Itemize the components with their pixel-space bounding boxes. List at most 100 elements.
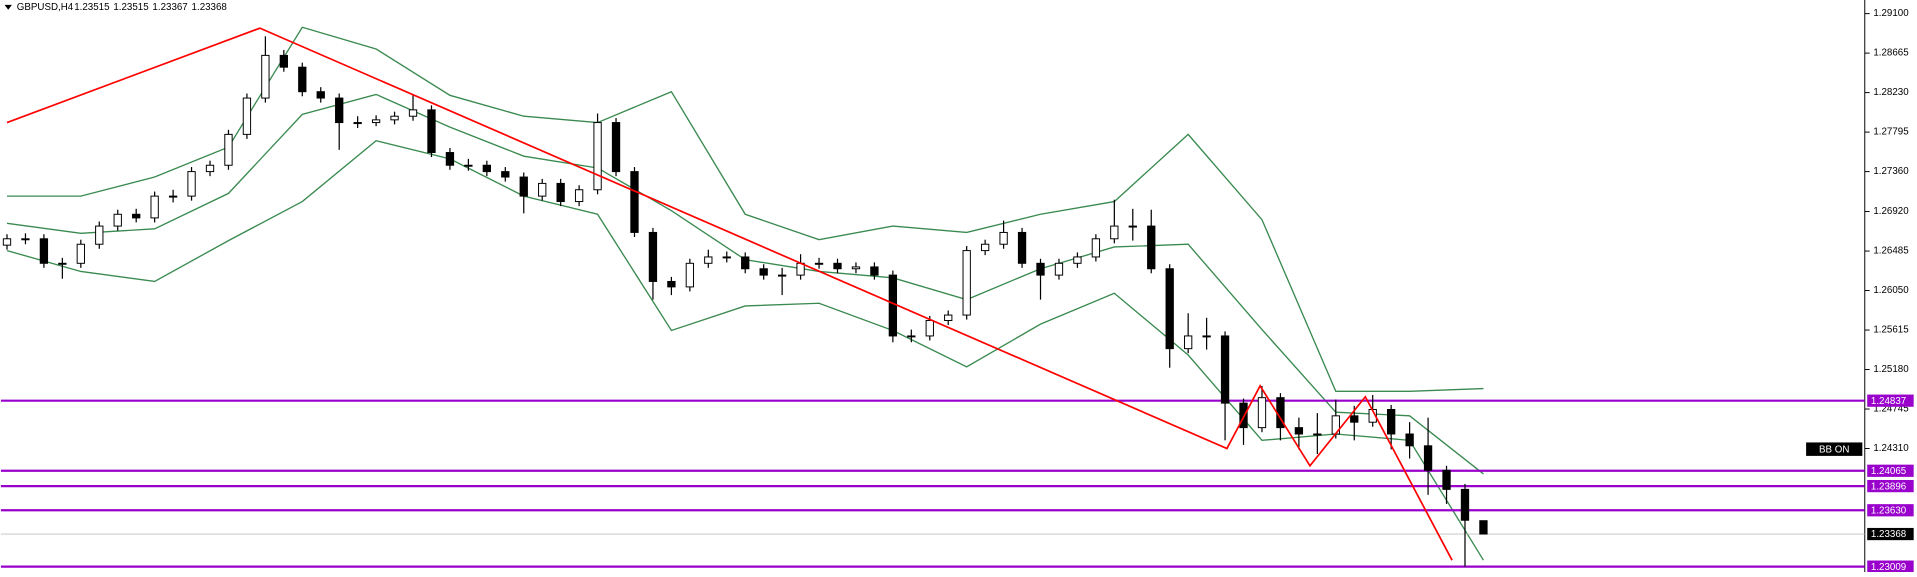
candle-body xyxy=(907,335,916,338)
candle-body xyxy=(870,266,879,276)
y-tick-label: 1.25615 xyxy=(1873,325,1909,336)
y-tick-label: 1.28230 xyxy=(1873,87,1909,98)
candle-body xyxy=(1110,225,1119,240)
candle-body xyxy=(501,171,510,178)
y-tick-label: 1.25180 xyxy=(1873,364,1909,375)
candle-body xyxy=(205,164,215,173)
candle-body xyxy=(1202,335,1211,338)
candle-body xyxy=(2,238,12,246)
y-tick-label: 1.28665 xyxy=(1873,48,1909,59)
candle-body xyxy=(353,122,362,125)
candle-body xyxy=(390,115,399,121)
candle-body xyxy=(39,238,49,264)
candle-body xyxy=(1091,238,1101,258)
candle-body xyxy=(261,54,270,99)
candle-body xyxy=(1184,335,1193,350)
candle-body xyxy=(1387,408,1396,435)
candle-body xyxy=(611,122,621,173)
header-ohlc: 1.23368 xyxy=(192,2,227,13)
candle-body xyxy=(741,256,750,270)
level-label-box xyxy=(1867,504,1914,517)
candle-body xyxy=(777,274,787,277)
candle-body xyxy=(630,171,639,233)
candle-body xyxy=(1442,469,1451,490)
candle-body xyxy=(685,262,695,288)
candle-body xyxy=(445,152,455,166)
y-tick-label: 1.29100 xyxy=(1873,8,1909,19)
candle-body xyxy=(408,109,418,117)
candle-body xyxy=(1257,397,1267,429)
candle-body xyxy=(1017,231,1027,264)
candle-body xyxy=(704,256,713,264)
candle-body xyxy=(648,231,658,282)
bollinger-band xyxy=(6,139,1485,561)
candle-body xyxy=(759,268,768,276)
candle-body xyxy=(1350,415,1359,423)
header-ohlc: 1.23367 xyxy=(152,2,187,13)
header-ohlc: 1.23515 xyxy=(74,2,110,13)
level-label: 1.24065 xyxy=(1871,466,1907,477)
candle-body xyxy=(593,122,602,191)
candle-body xyxy=(76,243,85,264)
candle-body xyxy=(1128,225,1137,228)
candle-body xyxy=(464,164,473,167)
candle-body xyxy=(888,274,898,337)
candle-body xyxy=(371,119,381,124)
candle-body xyxy=(574,189,584,203)
candle-body xyxy=(1147,225,1156,270)
candle-body xyxy=(538,182,547,197)
level-label-box xyxy=(1867,479,1914,493)
candle-body xyxy=(168,195,178,198)
header-ohlc: 1.23515 xyxy=(113,2,149,13)
candle-body xyxy=(335,97,344,124)
candle-body xyxy=(962,250,971,316)
candle-body xyxy=(1073,256,1082,264)
level-label: 1.23009 xyxy=(1871,562,1906,572)
candle-body xyxy=(1294,427,1304,435)
chart-title: GBPUSD,H4 xyxy=(17,2,74,13)
candle-body xyxy=(667,280,676,288)
candle-body xyxy=(1423,445,1433,471)
candle-body xyxy=(1405,433,1414,447)
candle-body xyxy=(1036,262,1045,276)
level-label: 1.23630 xyxy=(1871,505,1907,516)
candle-body xyxy=(833,262,842,270)
candle-body xyxy=(851,266,861,270)
indicator-box xyxy=(1806,442,1863,456)
bollinger-band xyxy=(7,26,1484,392)
candle-body xyxy=(944,314,953,321)
y-tick-label: 1.24310 xyxy=(1873,443,1909,454)
candle-body xyxy=(1313,433,1322,436)
candle-body xyxy=(316,91,325,99)
y-tick-label: 1.26485 xyxy=(1873,246,1909,257)
menu-arrow[interactable] xyxy=(4,4,12,10)
y-tick-label: 1.27795 xyxy=(1873,127,1909,138)
candle-body xyxy=(21,238,30,241)
candle-body xyxy=(814,262,824,265)
candle-body xyxy=(1054,262,1064,276)
candle-body xyxy=(58,262,67,265)
candle-body xyxy=(242,97,252,135)
y-tick-label: 1.26920 xyxy=(1873,206,1909,217)
candle-body xyxy=(150,195,159,219)
candle-body xyxy=(427,109,436,154)
candle-body xyxy=(925,320,934,337)
candle-body xyxy=(1165,268,1174,350)
candle-body xyxy=(132,213,141,219)
y-tick-label: 1.26050 xyxy=(1873,285,1909,296)
level-label-box xyxy=(1867,394,1914,407)
candle-body xyxy=(224,133,233,166)
candle-body xyxy=(1479,520,1488,535)
level-label-box xyxy=(1867,560,1914,573)
candle-body xyxy=(980,243,990,252)
candle-body xyxy=(113,213,122,227)
zigzag-line xyxy=(6,27,1453,561)
candle-body xyxy=(482,164,492,173)
candle-body xyxy=(279,54,288,68)
y-tick-label: 1.27360 xyxy=(1873,166,1909,177)
level-label-box xyxy=(1867,464,1914,477)
candle-body xyxy=(519,176,528,197)
indicator-label: BB ON xyxy=(1819,444,1849,455)
candle-body xyxy=(1460,488,1470,521)
candle-body xyxy=(556,182,565,203)
